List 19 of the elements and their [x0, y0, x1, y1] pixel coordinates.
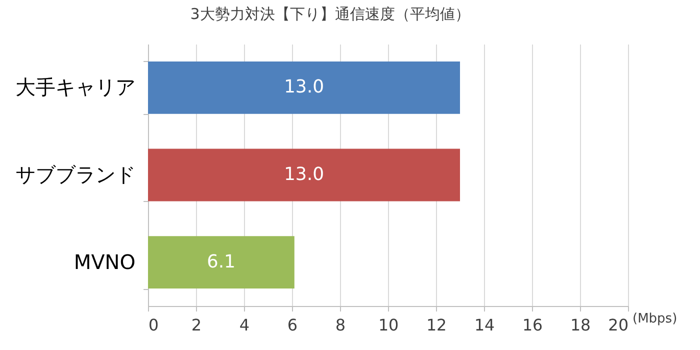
x-tick-label: 10 — [378, 316, 399, 334]
y-tick-label: 大手キャリア — [16, 75, 136, 100]
data-label: 13.0 — [284, 76, 324, 98]
x-tick-label: 14 — [474, 316, 495, 334]
x-tick-label: 0 — [148, 316, 159, 334]
x-tick-label: 12 — [426, 316, 447, 334]
x-tick-label: 6 — [287, 316, 298, 334]
y-tick-label: MVNO — [74, 250, 136, 274]
x-tick-label: 20 — [608, 316, 628, 334]
x-tick-label: 4 — [239, 316, 250, 334]
x-tick-label: 16 — [522, 316, 543, 334]
x-tick-label: 2 — [191, 316, 202, 334]
data-label: 13.0 — [284, 164, 324, 185]
y-tick-label: サブブランド — [16, 162, 136, 186]
x-axis-title: (Mbps) — [632, 312, 678, 326]
data-label: 6.1 — [206, 251, 236, 272]
chart-title: 3大勢力対決【下り】通信速度（平均値） — [190, 5, 470, 23]
x-tick-label: 8 — [335, 316, 346, 334]
x-tick-label: 18 — [570, 316, 591, 334]
